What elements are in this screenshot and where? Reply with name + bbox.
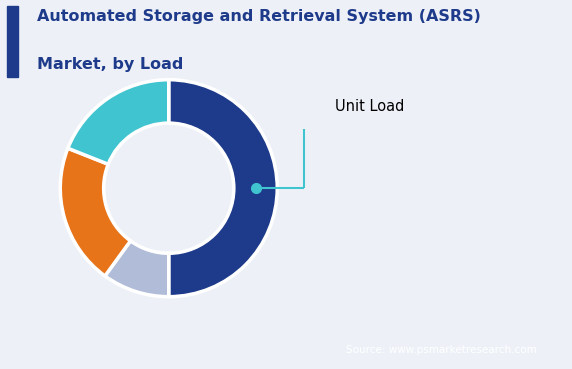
Text: Unit Load: Unit Load <box>335 99 404 114</box>
Wedge shape <box>169 80 277 297</box>
Wedge shape <box>105 241 169 297</box>
Wedge shape <box>68 80 169 164</box>
Text: Automated Storage and Retrieval System (ASRS): Automated Storage and Retrieval System (… <box>37 9 481 24</box>
Text: Market, by Load: Market, by Load <box>37 57 184 72</box>
Text: Source: www.psmarketresearch.com: Source: www.psmarketresearch.com <box>347 345 537 355</box>
Wedge shape <box>60 148 130 276</box>
